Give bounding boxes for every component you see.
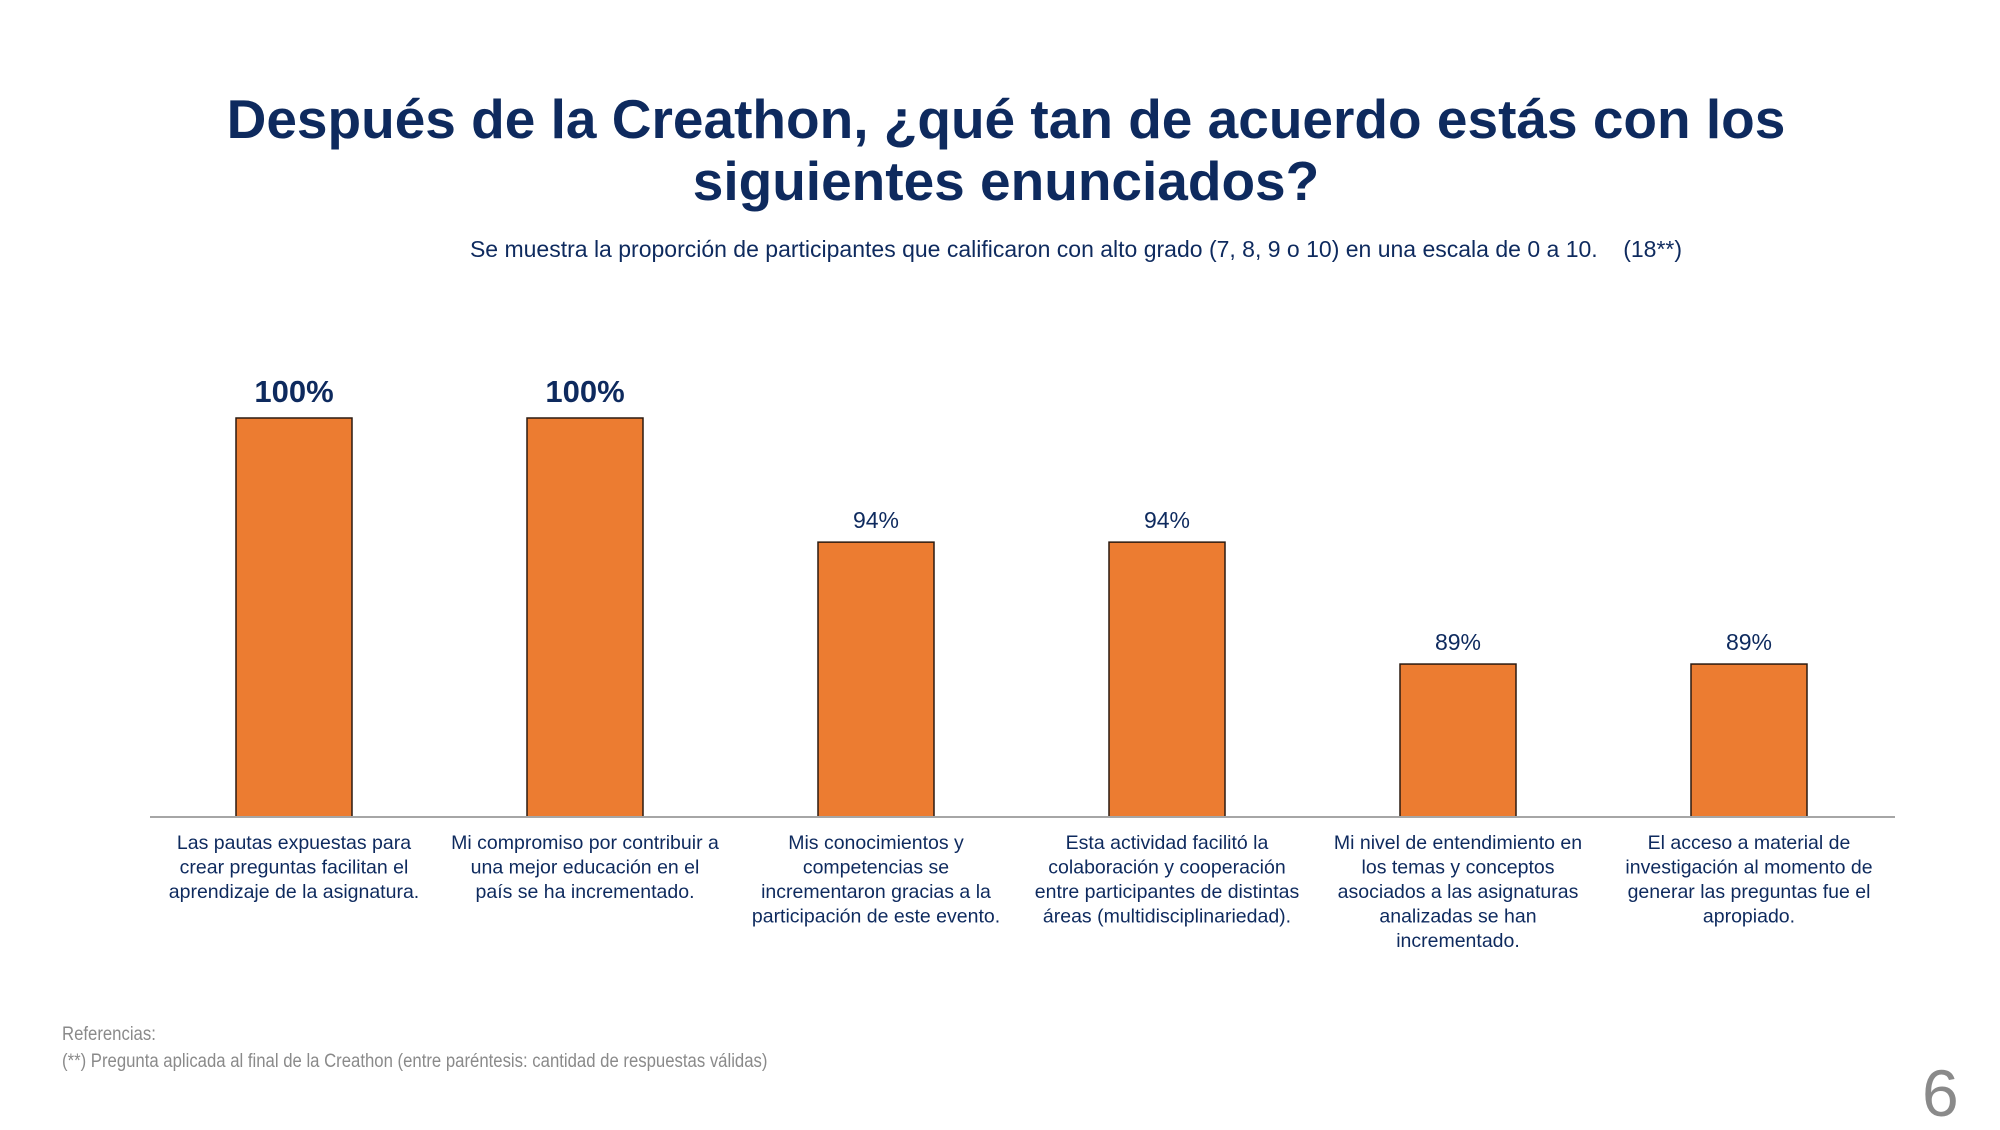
category-label-line: Mis conocimientos y [788,832,964,854]
category-label-line: incrementado. [1396,930,1520,952]
slide-title-line-1: Después de la Creathon, ¿qué tan de acue… [226,88,1786,150]
category-label-line: El acceso a material de [1648,832,1851,854]
category-label-line: Mi compromiso por contribuir a [451,832,719,854]
bar-5 [1399,663,1517,818]
category-label-2: Mi compromiso por contribuir a una mejor … [451,832,719,903]
data-label-6: 89% [1726,629,1772,655]
slide-title-line-2: siguientes enunciados? [692,150,1320,212]
category-label-4: Esta actividad facilitó la colaboración y… [1035,832,1300,928]
data-label-4: 94% [1144,507,1190,533]
category-label-line: competencias se [803,857,949,879]
bar-1 [235,417,353,818]
category-label-line: Las pautas expuestas para [177,832,411,854]
category-label-line: una mejor educación en el [471,857,700,879]
references: Referencias: (**) Pregunta aplicada al f… [62,1021,767,1075]
category-label-line: colaboración y cooperación [1048,857,1285,879]
category-label-3: Mis conocimientos y competencias se increm… [752,832,1000,928]
category-label-5: Mi nivel de entendimiento en los temas y … [1334,832,1582,952]
category-label-1: Las pautas expuestas para crear preguntas… [169,832,419,903]
category-label-line: áreas (multidisciplinariedad). [1043,906,1291,928]
category-label-line: país se ha incrementado. [476,881,695,903]
category-label-6: El acceso a material de investigación al … [1625,832,1872,928]
category-label-line: apropiado. [1703,906,1795,928]
slide-title: Después de la Creathon, ¿qué tan de acue… [0,88,2000,212]
category-label-line: los temas y conceptos [1362,857,1555,879]
category-label-line: analizadas se han [1379,906,1536,928]
category-label-line: incrementaron gracias a la [761,881,991,903]
bar-4 [1108,541,1226,818]
bar-3 [817,541,935,818]
category-label-line: participación de este evento. [752,906,1000,928]
bar-2 [526,417,644,818]
category-label-line: investigación al momento de [1625,857,1872,879]
category-label-line: asociados a las asignaturas [1338,881,1579,903]
slide-subtitle: Se muestra la proporción de participante… [469,236,1683,262]
data-label-2: 100% [545,374,624,409]
category-label-line: Mi nivel de entendimiento en [1334,832,1582,854]
data-label-5: 89% [1435,629,1481,655]
data-label-1: 100% [254,374,333,409]
category-label-line: crear preguntas facilitan el [180,857,409,879]
category-label-line: aprendizaje de la asignatura. [169,881,419,903]
category-label-line: Esta actividad facilitó la [1066,832,1269,854]
page-number: 6 [1922,1056,1959,1130]
data-label-3: 94% [853,507,899,533]
category-label-line: entre participantes de distintas [1035,881,1300,903]
bar-6 [1690,663,1808,818]
references-heading: Referencias: [62,1024,156,1045]
category-label-line: generar las preguntas fue el [1628,881,1871,903]
references-note: (**) Pregunta aplicada al final de la Cr… [62,1051,768,1072]
